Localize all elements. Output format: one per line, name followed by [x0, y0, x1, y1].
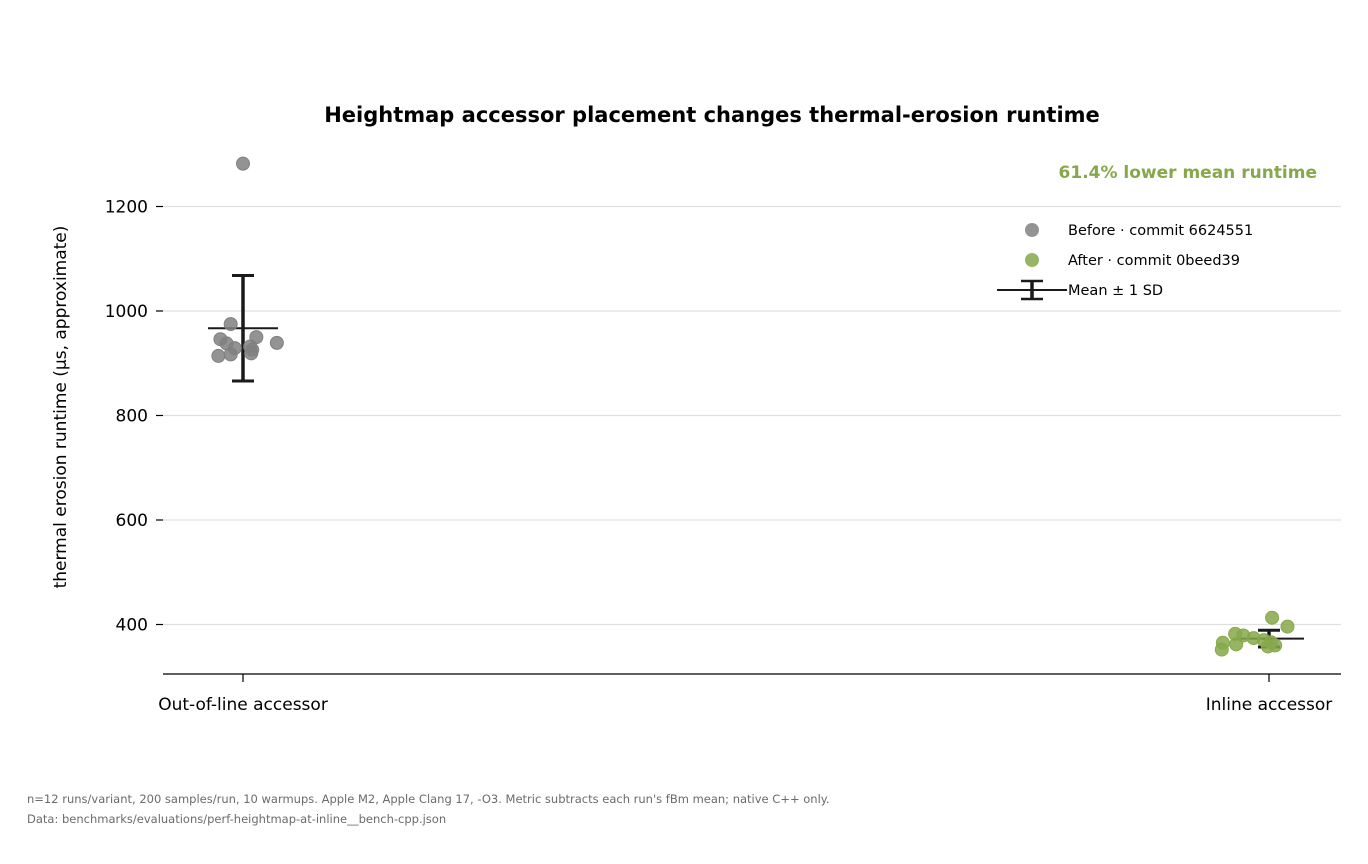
- annotation-text: 61.4% lower mean runtime: [1059, 163, 1317, 183]
- data-point: [1260, 639, 1275, 654]
- y-axis-label: thermal erosion runtime (µs, approximate…: [51, 226, 71, 589]
- y-tick-label: 1200: [105, 198, 148, 218]
- legend-label: Before · commit 6624551: [1068, 223, 1253, 239]
- data-point: [1214, 642, 1229, 657]
- data-point: [269, 335, 284, 350]
- x-tick-label: Inline accessor: [1206, 695, 1333, 715]
- data-point: [236, 156, 250, 171]
- footnote-line-2: Data: benchmarks/evaluations/perf-height…: [27, 812, 447, 826]
- legend: Before · commit 6624551 After · commit 0b…: [997, 223, 1253, 301]
- legend-marker: [1025, 223, 1039, 237]
- data-point: [211, 348, 226, 363]
- data-point: [223, 347, 238, 362]
- data-points: [211, 156, 1295, 657]
- axes: 400 600 800 1000 1200 Out-of-line accessor Inl…: [105, 198, 1341, 715]
- footnote-line-1: n=12 runs/variant, 200 samples/run, 10 w…: [27, 792, 830, 806]
- data-point: [1265, 610, 1280, 625]
- data-point: [1229, 637, 1244, 652]
- legend-label: After · commit 0beed39: [1068, 253, 1240, 269]
- y-tick-label: 1000: [105, 302, 148, 322]
- legend-label: Mean ± 1 SD: [1068, 283, 1163, 299]
- gridlines: [163, 205, 1341, 626]
- y-tick-label: 400: [116, 616, 148, 636]
- data-point: [223, 317, 238, 332]
- x-tick-label: Out-of-line accessor: [158, 695, 328, 715]
- y-tick-label: 600: [116, 511, 148, 531]
- data-point: [244, 346, 259, 361]
- error-bars: [208, 273, 1304, 649]
- data-point: [1280, 619, 1295, 634]
- y-tick-label: 800: [116, 407, 148, 427]
- chart-title: Heightmap accessor placement changes the…: [324, 103, 1100, 127]
- legend-marker: [1025, 253, 1039, 267]
